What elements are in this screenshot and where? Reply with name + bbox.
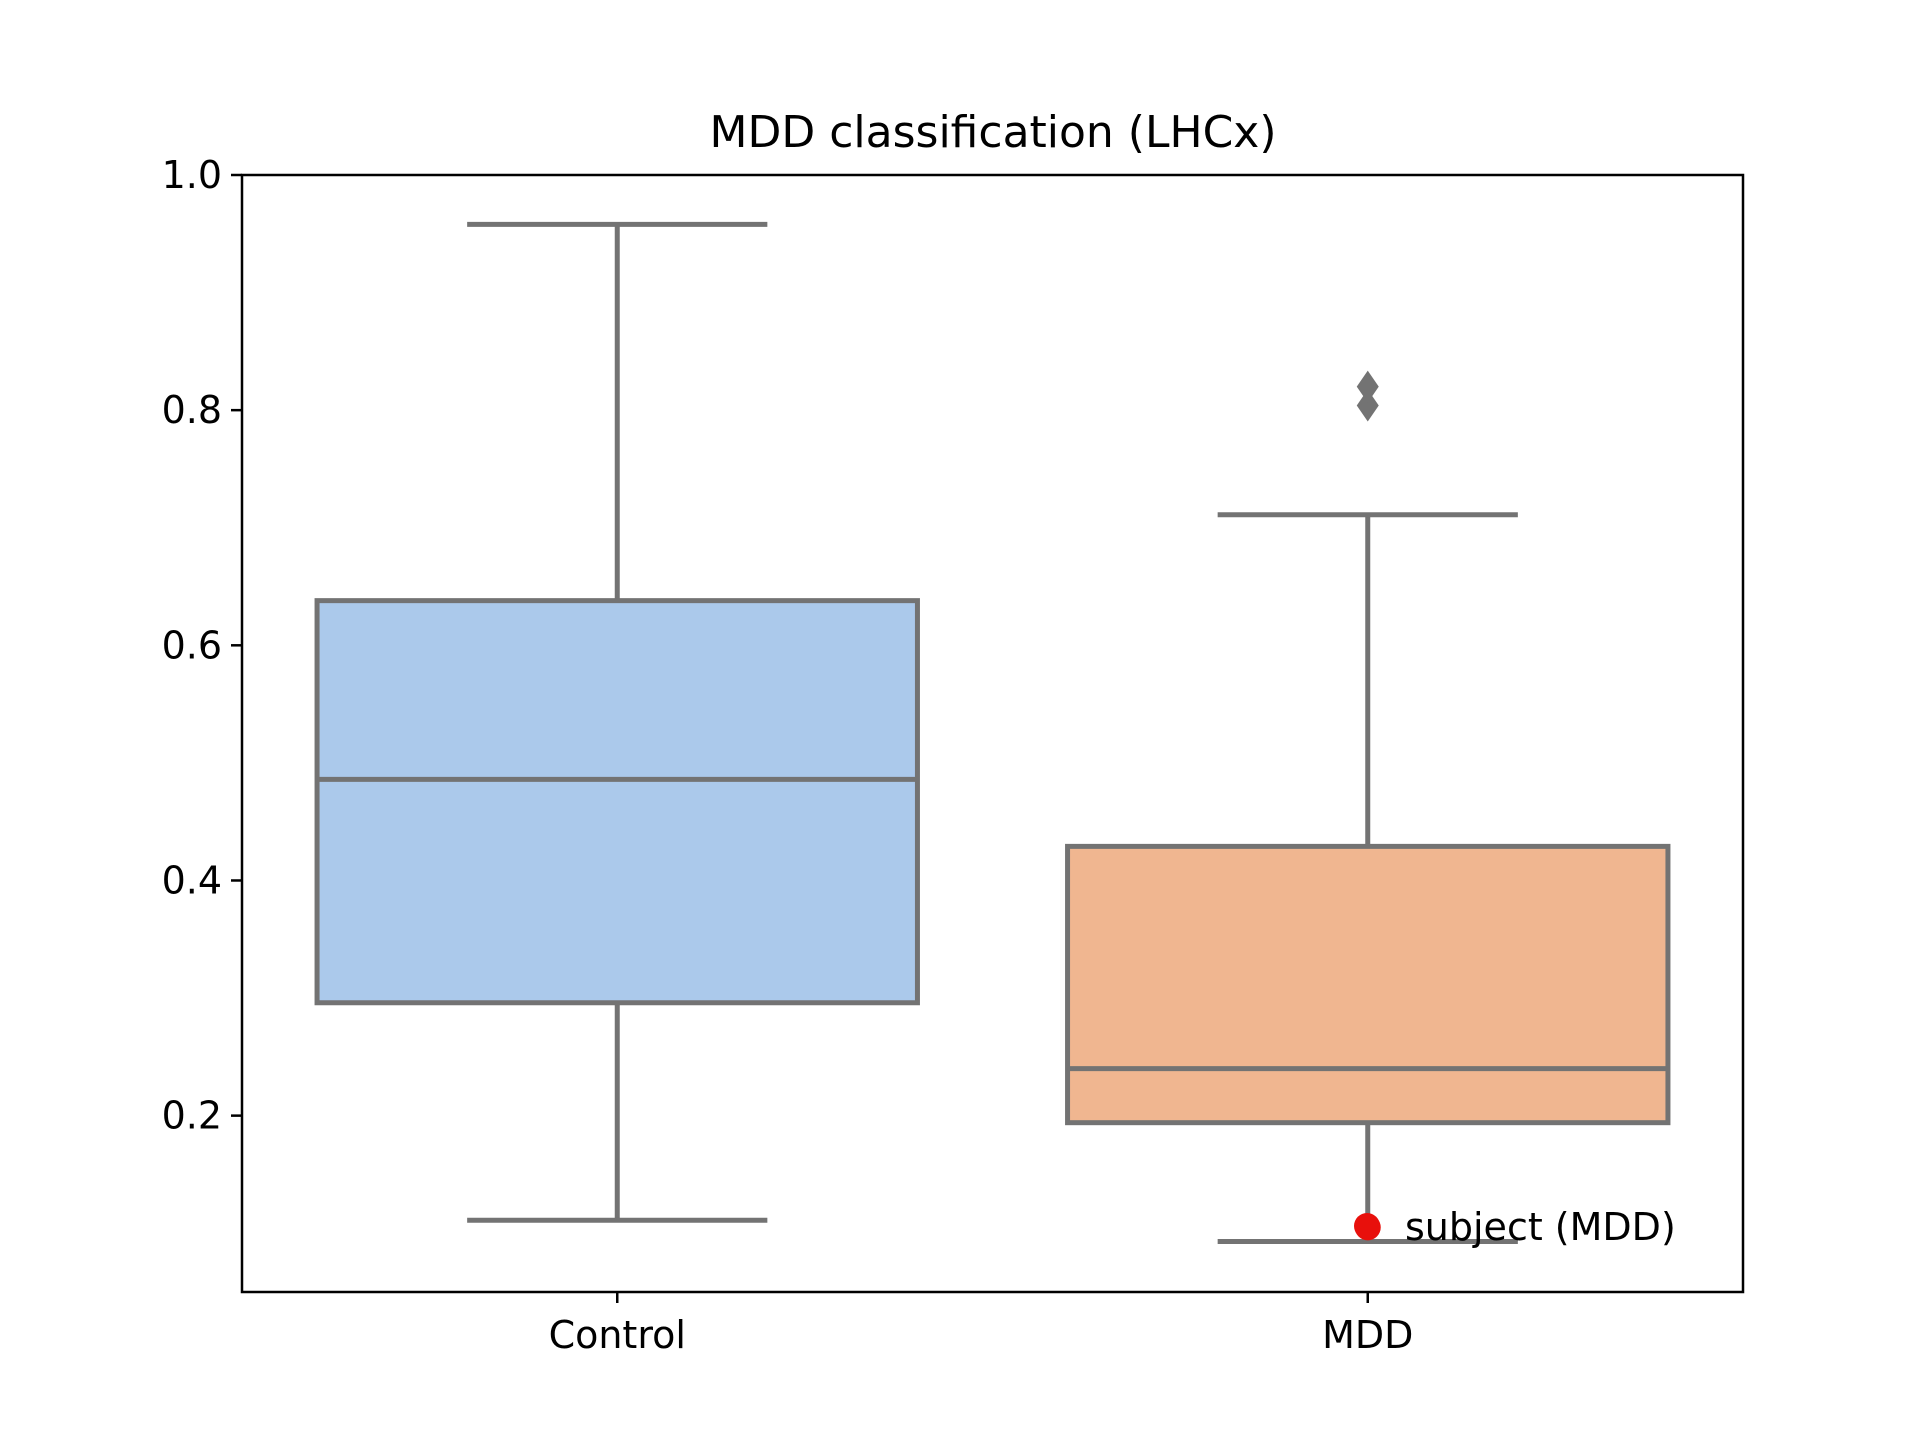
x-tick-label: Control <box>549 1313 686 1357</box>
y-tick-label: 0.6 <box>162 623 222 667</box>
legend-label-subject: subject (MDD) <box>1405 1205 1676 1249</box>
y-tick-label: 0.2 <box>162 1094 222 1138</box>
axes-frame <box>240 173 1745 1294</box>
legend-marker-subject <box>1354 1213 1380 1239</box>
chart-title: MDD classification (LHCx) <box>710 107 1277 158</box>
box-control <box>314 598 920 1006</box>
axes: 0.2 0.4 0.6 0.8 1.0 Control MDD <box>162 153 1414 1357</box>
y-tick-label: 0.4 <box>162 858 222 902</box>
x-tick-label: MDD <box>1322 1313 1413 1357</box>
legend: subject (MDD) <box>1354 1205 1676 1249</box>
y-tick-label: 1.0 <box>162 153 222 197</box>
box-mdd <box>1065 843 1671 1126</box>
outlier-marker-mdd <box>1356 370 1379 403</box>
y-tick-label: 0.8 <box>162 388 222 432</box>
box-group-control <box>314 221 920 1223</box>
outlier-marker-mdd <box>1356 389 1379 422</box>
